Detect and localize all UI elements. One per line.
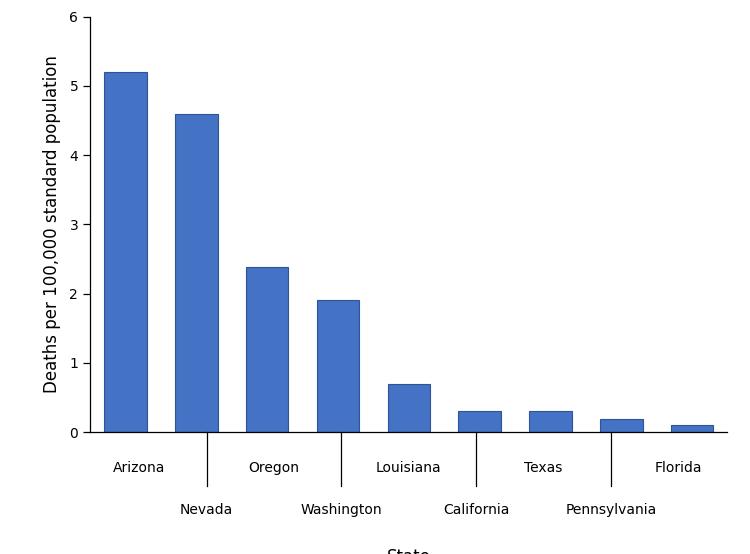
Bar	[316, 300, 359, 432]
Text: Washington: Washington	[301, 503, 382, 517]
Text: California: California	[443, 503, 509, 517]
Bar	[175, 114, 217, 432]
Bar	[458, 411, 501, 432]
Text: Nevada: Nevada	[180, 503, 233, 517]
Text: Louisiana: Louisiana	[376, 461, 442, 475]
Text: State: State	[387, 548, 430, 554]
Bar	[530, 411, 572, 432]
Text: Texas: Texas	[524, 461, 562, 475]
Bar	[600, 419, 643, 432]
Text: Oregon: Oregon	[248, 461, 299, 475]
Bar	[246, 268, 288, 432]
Bar	[670, 425, 713, 432]
Text: Florida: Florida	[655, 461, 702, 475]
Text: Pennsylvania: Pennsylvania	[566, 503, 656, 517]
Text: Arizona: Arizona	[113, 461, 166, 475]
Bar	[104, 72, 147, 432]
Y-axis label: Deaths per 100,000 standard population: Deaths per 100,000 standard population	[43, 55, 61, 393]
Bar	[388, 384, 430, 432]
